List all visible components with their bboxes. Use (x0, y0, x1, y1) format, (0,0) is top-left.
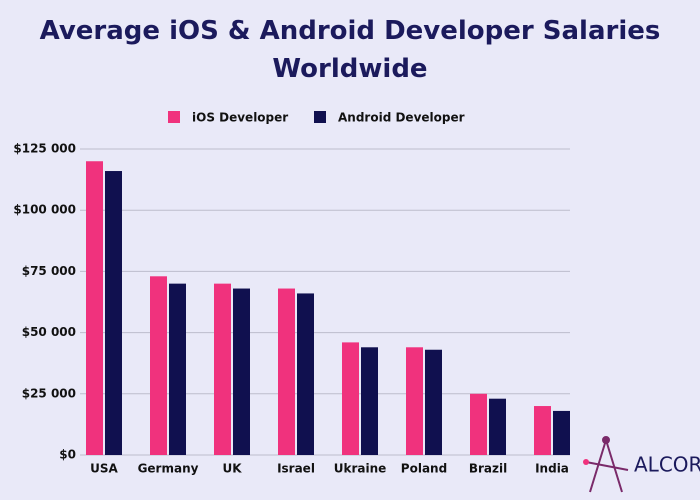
bar (361, 347, 378, 455)
bar (86, 161, 103, 456)
bar (470, 393, 487, 455)
y-tick-label: $0 (59, 448, 76, 462)
y-tick-label: $50 000 (22, 325, 76, 339)
x-tick-label: Germany (138, 462, 199, 476)
x-tick-label: Israel (277, 462, 315, 476)
bar (233, 288, 250, 455)
bar (297, 293, 314, 455)
x-tick-label: Brazil (469, 462, 507, 476)
bar (214, 283, 231, 455)
logo-mark (583, 436, 629, 493)
x-tick-label: Poland (401, 462, 447, 476)
legend-label: Android Developer (338, 111, 465, 125)
bar (425, 349, 442, 455)
x-tick-label: India (535, 462, 569, 476)
x-tick-label: UK (222, 462, 242, 476)
bar (105, 171, 122, 456)
x-tick-label: Ukraine (334, 462, 387, 476)
legend-swatch (314, 111, 326, 123)
bar (150, 276, 167, 455)
bar (489, 398, 506, 455)
y-tick-label: $25 000 (22, 386, 76, 400)
y-tick-label: $100 000 (13, 203, 76, 217)
logo-text: ALCOR (634, 453, 700, 477)
bar (342, 342, 359, 455)
bar (553, 410, 570, 455)
legend-label: iOS Developer (192, 111, 288, 125)
bar (169, 283, 186, 455)
legend-swatch (168, 111, 180, 123)
bar (278, 288, 295, 455)
y-tick-label: $75 000 (22, 264, 76, 278)
y-tick-label: $125 000 (13, 142, 76, 156)
bar (406, 347, 423, 455)
bar (534, 406, 551, 455)
x-tick-label: USA (90, 462, 118, 476)
chart-title: Average iOS & Android Developer Salaries… (39, 16, 661, 84)
